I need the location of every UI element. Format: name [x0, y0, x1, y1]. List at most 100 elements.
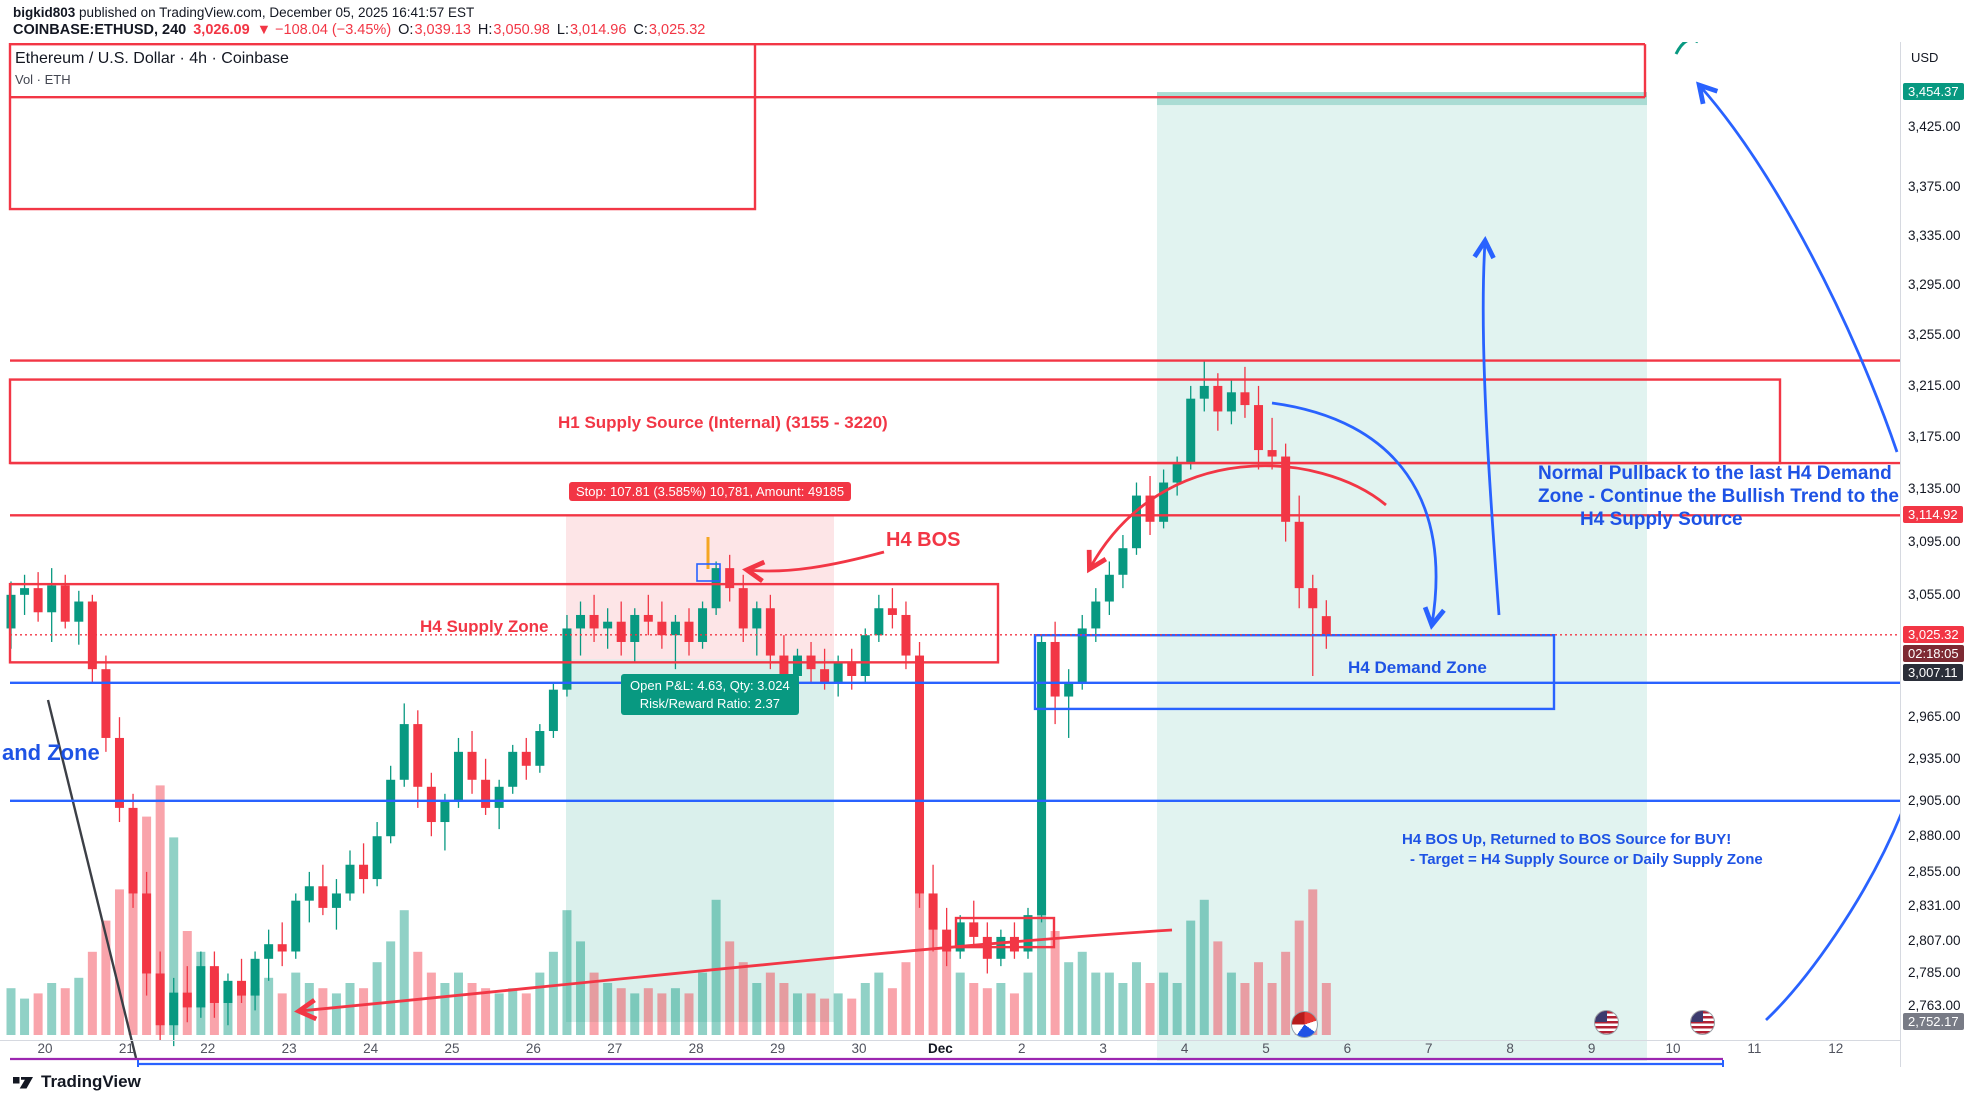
- author-link[interactable]: bigkid803: [13, 5, 76, 20]
- price-tick-label: 3,335.00: [1908, 227, 1961, 243]
- stop-loss-badge: Stop: 107.81 (3.585%) 10,781, Amount: 49…: [569, 482, 852, 501]
- h1-supply-box: [8, 378, 1782, 465]
- price-axis-badge: 3,114.92: [1903, 506, 1963, 524]
- time-axis-label: 5: [1262, 1041, 1270, 1056]
- open-pnl-badge: Open P&L: 4.63, Qty: 3.024 Risk/Reward R…: [621, 674, 799, 716]
- into-demand-arrow: [1271, 401, 1436, 624]
- price-tick-label: 3,295.00: [1908, 277, 1961, 293]
- bos-candle-box: [696, 563, 721, 582]
- currency-label: USD: [1911, 50, 1939, 65]
- time-axis-label: 21: [118, 1041, 134, 1056]
- trendline-drawing: [46, 699, 138, 1059]
- tradingview-logo-icon[interactable]: [12, 1071, 34, 1093]
- time-axis-label: 29: [770, 1041, 786, 1056]
- time-axis-label: 11: [1747, 1041, 1762, 1056]
- pullback-note: Normal Pullback to the last H4 Demand Zo…: [1538, 462, 1969, 532]
- bos-up-note-line1: H4 BOS Up, Returned to BOS Source for BU…: [1402, 831, 1732, 848]
- price-tick-label: 2,935.00: [1908, 750, 1961, 766]
- price-axis-badge: 02:18:05: [1903, 644, 1964, 662]
- price-tick-label: 2,855.00: [1908, 863, 1961, 879]
- time-axis-label: 20: [37, 1041, 53, 1056]
- low-value: 3,014.96: [569, 22, 627, 38]
- price-tick-label: 2,905.00: [1908, 792, 1961, 808]
- price-axis[interactable]: USD 3,425.00 3,375.00 3,335.00 3,295.00 3,25…: [1900, 0, 1969, 1069]
- time-axis-label: 3: [1099, 1041, 1107, 1056]
- time-axis-label: 12: [1828, 1041, 1844, 1056]
- time-axis-label: Dec: [928, 1041, 953, 1056]
- pullback-arrow: [1090, 464, 1387, 568]
- price-tick-label: 3,425.00: [1908, 118, 1961, 134]
- price-axis-badge: 2,752.17: [1903, 1013, 1964, 1030]
- right-curve-tail: [1765, 811, 1904, 1022]
- time-axis-label: 23: [281, 1041, 297, 1056]
- time-axis-label: 27: [607, 1041, 623, 1056]
- time-axis-label: 2: [1018, 1041, 1026, 1056]
- right-curve-arrow: [1700, 86, 1899, 453]
- clipped-demand-zone-label: and Zone: [2, 740, 100, 765]
- minor-consolidation-box: [954, 916, 1056, 949]
- time-axis-label: 8: [1506, 1041, 1514, 1056]
- time-axis-label: 4: [1180, 1041, 1189, 1056]
- h4-demand-zone-label: H4 Demand Zone: [1348, 658, 1487, 677]
- volume-legend[interactable]: Vol · ETH: [15, 72, 71, 87]
- time-axis-label: 6: [1343, 1041, 1352, 1056]
- high-label: H:: [477, 22, 493, 38]
- sticker-icon: [1291, 1011, 1318, 1038]
- us-flag-icon: [1594, 1010, 1619, 1035]
- footer: TradingView: [0, 1067, 1969, 1097]
- high-value: 3,050.98: [493, 22, 550, 38]
- open-label: O:: [398, 22, 414, 38]
- price-tick-label: 3,375.00: [1908, 179, 1961, 195]
- open-pnl-line: Open P&L: 4.63, Qty: 3.024: [630, 678, 790, 693]
- time-axis-label: 28: [688, 1041, 704, 1056]
- last-price: 3,026.09: [193, 22, 250, 38]
- h1-supply-label: H1 Supply Source (Internal) (3155 - 3220…: [558, 413, 888, 432]
- tradingview-brand[interactable]: TradingView: [41, 1072, 141, 1091]
- price-tick-label: 2,880.00: [1908, 828, 1961, 844]
- price-tick-label: 2,785.00: [1908, 965, 1961, 981]
- price-axis-badge: 3,007.11: [1903, 664, 1963, 682]
- price-tick-label: 3,215.00: [1908, 377, 1961, 393]
- daily-supply-box: [8, 42, 757, 211]
- price-tick-label: 3,255.00: [1908, 327, 1961, 343]
- price-axis-badge: 3,025.32: [1903, 625, 1964, 643]
- pullback-note-line1: Normal Pullback to the last H4 Demand: [1538, 463, 1892, 484]
- time-axis-label: 22: [200, 1041, 216, 1056]
- pullback-note-line2: Zone - Continue the Bullish Trend to the: [1538, 486, 1899, 508]
- low-label: L:: [556, 22, 569, 38]
- time-axis[interactable]: 20 21 22 23 24 25 26 27 28 29 30 Dec 2 3 4 5 6 7 8 9 10 11 12: [0, 1041, 1900, 1067]
- time-axis-label: 24: [363, 1041, 379, 1056]
- h4-bos-label: H4 BOS: [886, 529, 961, 551]
- price-tick-label: 3,135.00: [1908, 481, 1961, 497]
- price-tick-label: 3,095.00: [1908, 533, 1961, 549]
- header: bigkid803 published on TradingView.com, …: [0, 0, 1969, 42]
- price-tick-label: 2,831.00: [1908, 898, 1961, 914]
- bottom-trend-arrow: [300, 928, 1173, 1011]
- time-axis-separator: [0, 1040, 1900, 1041]
- risk-reward-line: Risk/Reward Ratio: 2.37: [639, 695, 780, 711]
- publish-info: published on TradingView.com, December 0…: [79, 5, 475, 20]
- price-tick-label: 3,175.00: [1908, 429, 1961, 445]
- chart-title[interactable]: Ethereum / U.S. Dollar · 4h · Coinbase: [15, 50, 289, 67]
- open-value: 3,039.13: [414, 22, 471, 38]
- close-value: 3,025.32: [648, 22, 706, 38]
- price-tick-label: 3,055.00: [1908, 586, 1961, 602]
- h4-supply-zone-label: H4 Supply Zone: [420, 617, 549, 636]
- time-axis-label: 10: [1665, 1041, 1681, 1056]
- pullback-note-line3: H4 Supply Source: [1580, 509, 1743, 531]
- bos-up-note: H4 BOS Up, Returned to BOS Source for BU…: [1402, 830, 1763, 869]
- close-label: C:: [633, 22, 648, 38]
- us-flag-icon: [1690, 1010, 1715, 1035]
- symbol-name[interactable]: COINBASE:ETHUSD, 240: [13, 22, 187, 38]
- chart-legend: Ethereum / U.S. Dollar · 4h · Coinbase V…: [15, 50, 289, 87]
- target-up-arrow: [1483, 242, 1501, 616]
- symbol-ohlc-row: COINBASE:ETHUSD, 240 3,026.09 ▼ −108.04 (−…: [13, 22, 712, 38]
- time-axis-label: 25: [444, 1041, 460, 1056]
- time-axis-label: 7: [1425, 1041, 1433, 1056]
- price-axis-badge: 3,454.37: [1903, 83, 1964, 101]
- time-axis-label: 9: [1587, 1041, 1596, 1056]
- publish-line: bigkid803 published on TradingView.com, …: [13, 5, 474, 20]
- time-axis-label: 26: [525, 1041, 541, 1056]
